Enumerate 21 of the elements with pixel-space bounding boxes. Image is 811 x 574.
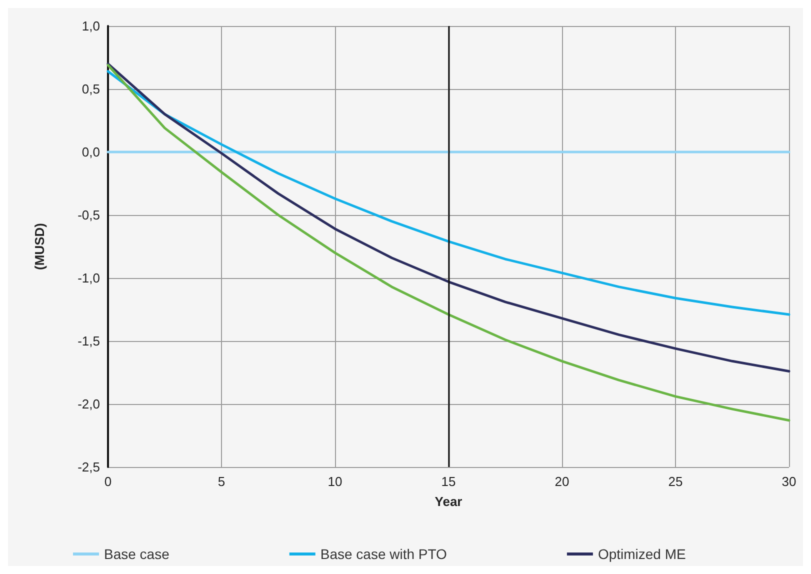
y-tick-label: 0,0	[82, 144, 100, 160]
line-series	[106, 70, 790, 316]
y-axis-title: (MUSD)	[32, 223, 47, 270]
y-tick-label: -2,0	[78, 396, 100, 412]
x-tick-label: 20	[554, 474, 570, 489]
x-tick-label: 10	[328, 474, 342, 489]
x-tick-label: 25	[668, 474, 683, 489]
legend-label: Base case with PTO	[320, 546, 448, 562]
y-tick-label: -0,5	[78, 208, 100, 222]
y-tick-label: 0,5	[82, 82, 100, 96]
y-tick-label: -1,5	[78, 334, 100, 348]
x-axis-title: Year	[434, 494, 462, 509]
y-tick-label: -2,5	[78, 460, 100, 474]
x-tick-label: 0	[104, 474, 112, 489]
x-tick-label: 15	[441, 474, 456, 489]
x-tick-label: 30	[782, 474, 796, 489]
x-tick-label: 5	[218, 474, 226, 489]
legend-label: Optimized ME	[598, 546, 686, 562]
legend-label: Base case	[104, 546, 170, 562]
y-tick-label: -1,0	[78, 270, 100, 286]
y-tick-label: 1,0	[82, 18, 100, 34]
